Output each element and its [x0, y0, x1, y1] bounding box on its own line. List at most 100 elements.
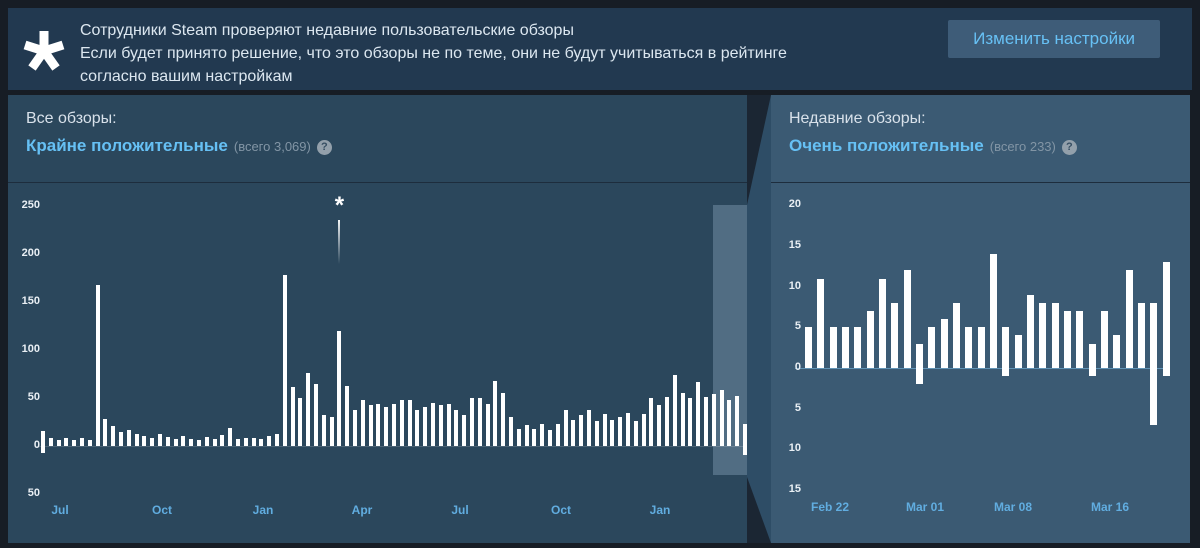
review-bar[interactable]: [423, 406, 428, 446]
review-bar[interactable]: [641, 414, 646, 446]
review-bar[interactable]: [431, 402, 435, 446]
review-bar[interactable]: [501, 393, 506, 446]
review-bar[interactable]: [866, 311, 874, 368]
review-bar[interactable]: [360, 399, 365, 446]
review-bar[interactable]: [95, 284, 100, 446]
review-bar[interactable]: [470, 398, 474, 446]
review-bar[interactable]: [680, 393, 685, 446]
review-bar[interactable]: [587, 409, 591, 446]
review-bar[interactable]: [1063, 311, 1071, 368]
review-bar[interactable]: [1026, 294, 1034, 368]
review-bar[interactable]: [462, 415, 467, 446]
review-bar[interactable]: [275, 433, 279, 446]
review-bar[interactable]: [64, 438, 69, 446]
review-bar[interactable]: [965, 327, 973, 368]
review-bar[interactable]: [719, 390, 724, 446]
review-bar[interactable]: [142, 436, 147, 446]
review-bar[interactable]: [259, 439, 264, 446]
review-bar[interactable]: [1014, 335, 1022, 368]
review-bar[interactable]: [727, 399, 732, 446]
review-bar[interactable]: [290, 386, 295, 446]
review-bar[interactable]: [618, 417, 623, 446]
review-bar[interactable]: [438, 404, 443, 446]
review-bar[interactable]: [940, 319, 948, 368]
review-bar[interactable]: [532, 428, 537, 446]
review-bar[interactable]: [649, 398, 654, 446]
review-bar[interactable]: [916, 343, 923, 385]
review-bar[interactable]: [657, 404, 662, 446]
review-bar[interactable]: [704, 397, 708, 446]
review-bar[interactable]: [1039, 302, 1047, 368]
review-bar[interactable]: [1076, 311, 1084, 368]
review-bar[interactable]: [407, 399, 412, 446]
review-bar[interactable]: [204, 437, 209, 446]
review-bar[interactable]: [399, 399, 404, 446]
review-bar[interactable]: [516, 428, 521, 446]
review-bar[interactable]: [1051, 302, 1059, 368]
review-bar[interactable]: [298, 398, 303, 446]
review-bar[interactable]: [392, 403, 396, 446]
review-bar[interactable]: [711, 394, 716, 446]
review-bar[interactable]: [282, 275, 287, 446]
review-bar[interactable]: [540, 423, 545, 446]
review-bar[interactable]: [903, 270, 911, 368]
review-bar[interactable]: [337, 330, 342, 446]
recent-reviews-histogram[interactable]: 20 15 10 5 0 5 10 15 Feb 22 Mar 01 Mar 08 Mar 16: [771, 184, 1190, 543]
review-bar[interactable]: [173, 439, 178, 446]
review-bar[interactable]: [345, 385, 350, 446]
review-bar[interactable]: [415, 409, 420, 446]
review-bar[interactable]: [610, 420, 615, 446]
review-bar[interactable]: [854, 327, 862, 368]
review-bar[interactable]: [1137, 302, 1145, 368]
review-bar[interactable]: [633, 421, 638, 446]
review-bar[interactable]: [977, 327, 985, 368]
review-bar[interactable]: [56, 440, 61, 446]
review-bar[interactable]: [228, 427, 233, 446]
review-bar[interactable]: [111, 425, 116, 446]
review-bar[interactable]: [555, 423, 560, 446]
overall-reviews-histogram[interactable]: 250 200 150 100 50 0 50 Jul Oct Jan Apr Jul Oct Jan *: [8, 184, 747, 543]
help-icon[interactable]: ?: [316, 140, 332, 155]
review-bar[interactable]: [329, 417, 334, 446]
review-bar[interactable]: [48, 438, 53, 446]
review-bar[interactable]: [1113, 335, 1121, 368]
review-bar[interactable]: [126, 429, 131, 446]
review-bar[interactable]: [1100, 311, 1108, 368]
help-icon[interactable]: ?: [1061, 140, 1077, 155]
review-bar[interactable]: [1150, 302, 1158, 425]
review-bar[interactable]: [829, 327, 837, 368]
review-bar[interactable]: [134, 433, 139, 446]
review-bar[interactable]: [236, 439, 240, 446]
review-bar[interactable]: [735, 396, 740, 446]
review-bar[interactable]: [524, 424, 529, 446]
review-bar[interactable]: [485, 403, 490, 446]
review-bar[interactable]: [509, 417, 513, 446]
review-bar[interactable]: [212, 439, 217, 446]
review-bar[interactable]: [928, 327, 936, 368]
review-bar[interactable]: [243, 438, 248, 446]
review-bar[interactable]: [1002, 327, 1010, 377]
review-bar[interactable]: [72, 440, 77, 446]
review-bar[interactable]: [665, 397, 669, 446]
review-bar[interactable]: [493, 380, 498, 446]
review-bar[interactable]: [321, 415, 326, 446]
review-bar[interactable]: [158, 433, 162, 446]
review-bar[interactable]: [454, 409, 459, 446]
review-bar[interactable]: [672, 375, 677, 446]
review-bar[interactable]: [306, 373, 311, 446]
change-settings-button[interactable]: Изменить настройки: [948, 20, 1160, 58]
review-bar[interactable]: [384, 406, 389, 446]
review-bar[interactable]: [626, 413, 630, 446]
review-bar[interactable]: [103, 419, 108, 446]
review-bar[interactable]: [805, 327, 812, 368]
review-bar[interactable]: [563, 409, 568, 446]
review-bar[interactable]: [602, 414, 607, 446]
review-bar[interactable]: [477, 398, 482, 446]
review-bar[interactable]: [1088, 343, 1096, 377]
review-bar[interactable]: [189, 439, 194, 446]
review-bar[interactable]: [548, 429, 552, 446]
review-bar[interactable]: [220, 434, 225, 446]
review-bar[interactable]: [743, 423, 747, 455]
review-bar[interactable]: [594, 421, 599, 446]
review-bar[interactable]: [353, 409, 357, 446]
